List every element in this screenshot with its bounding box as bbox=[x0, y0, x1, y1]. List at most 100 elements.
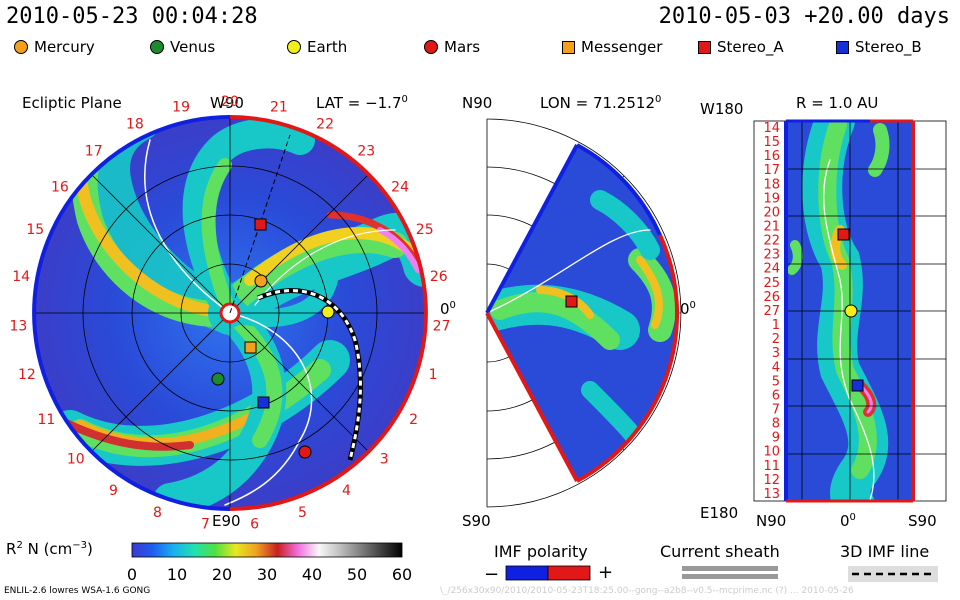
legend-label: Messenger bbox=[581, 38, 663, 56]
colorbar-tick-label: 40 bbox=[302, 565, 322, 584]
radial-day-label: 2 bbox=[772, 332, 780, 347]
current-sheath-title: Current sheath bbox=[660, 542, 780, 561]
imf-line-legend bbox=[848, 566, 938, 582]
radial-day-label: 11 bbox=[763, 459, 780, 474]
ecliptic-day-label: 7 bbox=[201, 517, 210, 533]
radial-day-label: 17 bbox=[763, 163, 780, 178]
stereo-b-marker bbox=[257, 396, 270, 409]
legend-label: Stereo_A bbox=[717, 38, 784, 56]
ecliptic-day-label: 14 bbox=[12, 269, 30, 285]
radial-day-label: 8 bbox=[772, 417, 780, 432]
radial-day-label: 14 bbox=[763, 121, 780, 136]
venus-marker bbox=[211, 372, 225, 386]
imf-line bbox=[257, 289, 362, 461]
colorbar-tick-label: 60 bbox=[392, 565, 412, 584]
ecliptic-day-label: 19 bbox=[172, 100, 190, 116]
ecliptic-day-label: 27 bbox=[433, 318, 451, 334]
legend-messenger: Messenger bbox=[562, 38, 662, 56]
meridional-lon-label: LON = 71.25120 bbox=[540, 94, 662, 112]
meridional-top-label: N90 bbox=[462, 94, 493, 112]
ecliptic-day-label: 23 bbox=[357, 144, 375, 160]
radial-day-label: 21 bbox=[763, 220, 780, 235]
ecliptic-right-label: 00 bbox=[440, 300, 456, 318]
legend-stereo-b: Stereo_B bbox=[836, 38, 922, 56]
radial-day-label: 20 bbox=[763, 205, 780, 220]
radial-day-label: 3 bbox=[772, 346, 780, 361]
imf-negative-swatch bbox=[505, 565, 549, 581]
colorbar-tick-label: 50 bbox=[347, 565, 367, 584]
legend-label: Stereo_B bbox=[855, 38, 922, 56]
radial-day-label: 5 bbox=[772, 374, 780, 389]
radial-day-label: 10 bbox=[763, 445, 780, 460]
ecliptic-day-label: 22 bbox=[316, 117, 334, 133]
radial-grid bbox=[786, 121, 946, 501]
mars-marker bbox=[298, 445, 312, 459]
ecliptic-day-label: 26 bbox=[430, 269, 448, 285]
venus-marker-icon bbox=[150, 40, 164, 54]
ecliptic-day-label: 25 bbox=[416, 222, 434, 238]
ecliptic-day-label: 13 bbox=[9, 318, 27, 334]
imf-line-title: 3D IMF line bbox=[840, 542, 930, 561]
radial-stereo-b-marker bbox=[851, 379, 864, 392]
radial-top-left: W180 bbox=[700, 100, 744, 118]
legend-label: Earth bbox=[307, 38, 348, 56]
radial-earth-marker bbox=[844, 304, 858, 318]
imf-polarity-minus: − bbox=[484, 564, 500, 585]
radial-r-label: R = 1.0 AU bbox=[796, 94, 879, 112]
stereo-b-marker-icon bbox=[836, 40, 849, 54]
ecliptic-day-label: 5 bbox=[298, 505, 307, 521]
colorbar-tick-label: 30 bbox=[257, 565, 277, 584]
meridional-panel bbox=[485, 118, 682, 508]
stereo-a-marker bbox=[254, 218, 267, 231]
radial-day-labels: 1415161718192021222324252627123456789101… bbox=[763, 121, 780, 502]
ecliptic-bottom-label: E90 bbox=[212, 512, 241, 530]
radial-bottom-left: E180 bbox=[700, 504, 739, 522]
radial-day-label: 22 bbox=[763, 234, 780, 249]
ecliptic-day-label: 21 bbox=[270, 100, 288, 116]
radial-day-label: 7 bbox=[772, 403, 780, 418]
messenger-marker-icon bbox=[562, 40, 575, 54]
radial-panel: 1415161718192021222324252627123456789101… bbox=[753, 119, 947, 503]
ecliptic-day-label: 3 bbox=[380, 452, 389, 468]
mercury-marker-icon bbox=[14, 40, 28, 54]
ecliptic-day-label: 2 bbox=[409, 412, 418, 428]
earth-direction-line bbox=[229, 134, 291, 314]
ecliptic-top-label: W90 bbox=[210, 94, 244, 112]
radial-day-label: 18 bbox=[763, 177, 780, 192]
earth-marker bbox=[321, 305, 335, 319]
legend-venus: Venus bbox=[150, 38, 215, 56]
legend-mercury: Mercury bbox=[14, 38, 95, 56]
radial-x-right: S90 bbox=[908, 512, 937, 530]
header-right-datetime: 2010-05-03 +20.00 days bbox=[658, 4, 950, 29]
imf-positive-swatch bbox=[547, 565, 591, 581]
ecliptic-plane-panel: 20 21222324252627123456789101112131415161… bbox=[9, 94, 450, 533]
ecliptic-day-label: 6 bbox=[250, 517, 259, 533]
ecliptic-day-labels: 20 21222324252627123456789101112131415161… bbox=[9, 94, 450, 533]
ecliptic-lat-label: LAT = −1.70 bbox=[316, 94, 408, 112]
legend-label: Mercury bbox=[34, 38, 95, 56]
colorbar-tick-label: 0 bbox=[127, 565, 137, 584]
radial-day-label: 9 bbox=[772, 431, 780, 446]
radial-day-label: 27 bbox=[763, 304, 780, 319]
messenger-marker bbox=[244, 341, 257, 354]
colorbar-tick-label: 20 bbox=[212, 565, 232, 584]
meridional-bottom-label: S90 bbox=[462, 512, 491, 530]
ecliptic-title: Ecliptic Plane bbox=[22, 94, 122, 112]
ecliptic-day-label: 12 bbox=[18, 367, 36, 383]
legend-label: Venus bbox=[170, 38, 216, 56]
header-left-datetime: 2010-05-23 00:04:28 bbox=[6, 4, 258, 29]
footer-left: ENLIL-2.6 lowres WSA-1.6 GONG bbox=[4, 586, 151, 596]
radial-day-label: 15 bbox=[763, 135, 780, 150]
legend-earth: Earth bbox=[287, 38, 347, 56]
ecliptic-day-label: 11 bbox=[37, 412, 55, 428]
radial-day-label: 4 bbox=[772, 360, 780, 375]
ecliptic-day-label: 8 bbox=[153, 505, 162, 521]
meridional-edge-bottom bbox=[485, 312, 579, 482]
colorbar-rect bbox=[131, 542, 403, 558]
radial-day-label: 24 bbox=[763, 262, 780, 277]
radial-day-label: 6 bbox=[772, 388, 780, 403]
radial-x-left: N90 bbox=[756, 512, 787, 530]
colorbar-tick-label: 10 bbox=[167, 565, 187, 584]
radial-day-label: 25 bbox=[763, 276, 780, 291]
ecliptic-day-label: 20 bbox=[221, 94, 239, 110]
